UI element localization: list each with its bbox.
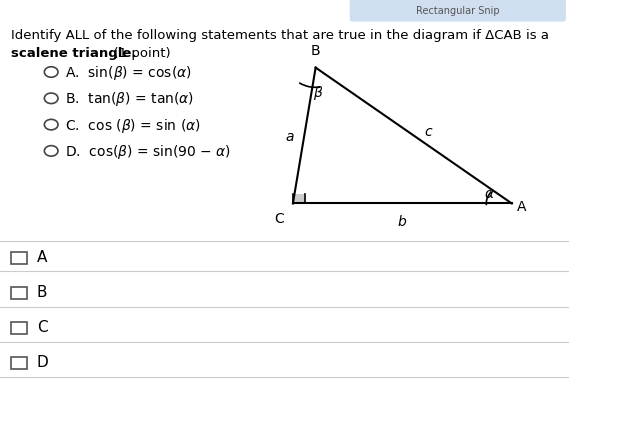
Text: D.  cos($\beta$) = sin(90 $-$ $\alpha$): D. cos($\beta$) = sin(90 $-$ $\alpha$) xyxy=(65,143,231,161)
Text: Identify ALL of the following statements that are true in the diagram if ΔCAB is: Identify ALL of the following statements… xyxy=(11,29,549,42)
Text: C: C xyxy=(37,319,48,334)
Text: scalene triangle.: scalene triangle. xyxy=(11,46,137,60)
Text: C.  cos ($\beta$) = sin ($\alpha$): C. cos ($\beta$) = sin ($\alpha$) xyxy=(65,117,201,134)
Text: C: C xyxy=(274,212,284,226)
Text: D: D xyxy=(37,354,48,369)
Bar xyxy=(11,357,27,369)
Text: c: c xyxy=(424,125,431,139)
Text: B.  tan($\beta$) = tan($\alpha$): B. tan($\beta$) = tan($\alpha$) xyxy=(65,90,194,108)
Text: $\beta$: $\beta$ xyxy=(313,84,324,102)
Text: Rectangular Snip: Rectangular Snip xyxy=(416,6,499,16)
Text: B: B xyxy=(311,43,320,57)
Text: (1 point): (1 point) xyxy=(105,46,171,60)
Bar xyxy=(11,322,27,334)
Bar xyxy=(293,194,306,204)
Bar xyxy=(11,287,27,299)
Text: A.  sin($\beta$) = cos($\alpha$): A. sin($\beta$) = cos($\alpha$) xyxy=(65,64,192,82)
Bar xyxy=(11,252,27,265)
Text: b: b xyxy=(398,215,407,229)
Text: $\alpha$: $\alpha$ xyxy=(484,186,494,200)
Text: a: a xyxy=(286,129,294,143)
Text: A: A xyxy=(37,249,47,264)
Text: B: B xyxy=(37,284,47,299)
FancyBboxPatch shape xyxy=(350,0,566,22)
Text: A: A xyxy=(517,199,527,213)
